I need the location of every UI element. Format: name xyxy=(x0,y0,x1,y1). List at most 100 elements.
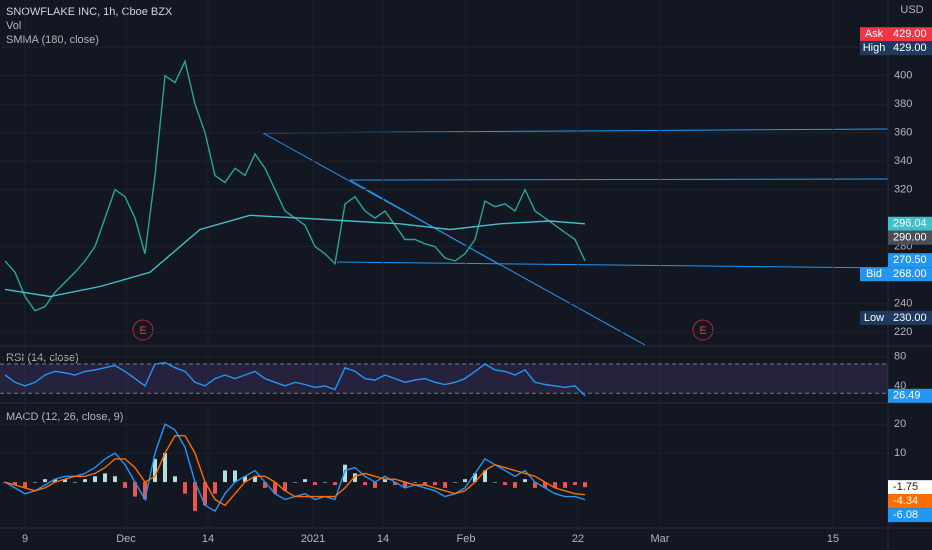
histogram-bar xyxy=(293,482,297,483)
trend-line xyxy=(349,179,501,266)
histogram-bar xyxy=(103,473,107,483)
histogram-bar xyxy=(503,482,507,485)
histogram-bar xyxy=(83,479,87,483)
price-pane: 220240280320340360380400420Ask429.00High… xyxy=(0,27,932,338)
histogram-bar xyxy=(363,482,367,485)
x-tick-label: 15 xyxy=(827,533,839,545)
histogram-bar xyxy=(453,482,457,483)
price-tag xyxy=(888,480,932,495)
histogram-bar xyxy=(433,482,437,485)
series-line xyxy=(4,361,586,397)
histogram-bar xyxy=(513,482,517,488)
histogram-bar xyxy=(353,473,357,483)
y-tick-label: 340 xyxy=(894,155,912,167)
histogram-bar xyxy=(233,470,237,483)
histogram-bar xyxy=(193,482,197,512)
histogram-bar xyxy=(203,482,207,506)
series-line xyxy=(4,214,586,298)
macd-pane: 20 10 -1.75 -4.34 -6.08 xyxy=(0,418,932,523)
price-tag xyxy=(888,41,932,56)
x-tick-label: 22 xyxy=(572,533,584,545)
histogram-bar xyxy=(493,482,497,483)
price-tag xyxy=(888,253,932,268)
price-tag xyxy=(888,310,932,325)
indicator-label: Vol xyxy=(6,20,21,32)
price-tag-label: 268.00 xyxy=(893,268,927,280)
histogram-bar xyxy=(333,482,337,485)
series-line xyxy=(4,435,586,507)
histogram-bar xyxy=(143,482,147,500)
histogram-bar xyxy=(23,482,27,488)
histogram-bar xyxy=(283,482,287,491)
tag-name-box xyxy=(860,310,888,325)
histogram-bar xyxy=(463,479,467,483)
price-tag xyxy=(888,508,932,523)
histogram-bar xyxy=(373,482,377,488)
histogram-bar xyxy=(33,482,37,483)
tag-name-box xyxy=(860,41,888,56)
histogram-bar xyxy=(533,482,537,488)
y-tick-label: 400 xyxy=(894,69,912,81)
y-tick-label: 80 xyxy=(894,351,906,363)
price-tag-label: 230.00 xyxy=(893,312,927,324)
histogram-bar xyxy=(43,479,47,483)
y-tick-label: 240 xyxy=(894,298,912,310)
histogram-bar xyxy=(273,482,277,494)
histogram-bar xyxy=(583,482,587,488)
histogram-bar xyxy=(163,453,167,483)
y-tick-label: 380 xyxy=(894,98,912,110)
events: E E xyxy=(132,319,714,341)
price-tag-label: -6.08 xyxy=(893,509,918,521)
tag-name: Bid xyxy=(866,268,882,280)
histogram-bar xyxy=(253,476,257,483)
price-tag-label: 290.00 xyxy=(893,232,927,244)
price-tag xyxy=(888,388,932,403)
histogram-bar xyxy=(63,479,67,483)
histogram-bar xyxy=(263,482,267,488)
histogram-bar xyxy=(213,482,217,494)
x-tick-label: Dec xyxy=(116,533,136,545)
indicator-label: SMMA (180, close) xyxy=(6,34,99,46)
y-tick-label: 320 xyxy=(894,184,912,196)
histogram-bar xyxy=(173,476,177,483)
tag-name: Ask xyxy=(865,28,884,40)
y-tick-label: 360 xyxy=(894,126,912,138)
x-tick-label: Mar xyxy=(651,533,670,545)
histogram-bar xyxy=(543,482,547,488)
histogram-bar xyxy=(343,464,347,483)
price-tag-label: 296.04 xyxy=(893,218,927,230)
histogram-bar xyxy=(383,479,387,483)
tag-name: High xyxy=(863,42,886,54)
price-tag xyxy=(888,494,932,509)
x-tick-label: 14 xyxy=(377,533,389,545)
histogram-bar xyxy=(303,479,307,483)
price-tag-label: 429.00 xyxy=(893,28,927,40)
histogram-bar xyxy=(183,482,187,494)
histogram-bar xyxy=(13,482,17,485)
tag-name-box xyxy=(860,27,888,42)
price-tag-label: -1.75 xyxy=(893,481,918,493)
price-tag-label: 429.00 xyxy=(893,42,927,54)
y-tick-label: 10 xyxy=(894,447,906,459)
histogram-bar xyxy=(93,476,97,483)
price-tag xyxy=(888,216,932,231)
event-marker xyxy=(132,319,154,341)
histogram-bar xyxy=(553,482,557,488)
price-tag-label: 270.50 xyxy=(893,254,927,266)
histogram-bar xyxy=(403,482,407,488)
histogram-bar xyxy=(323,482,327,483)
currency: USD xyxy=(900,4,923,16)
chart-title: SNOWFLAKE INC, 1h, Cboe BZX xyxy=(6,6,173,18)
indicator-label: RSI (14, close) xyxy=(6,352,79,364)
histogram-bar xyxy=(313,482,317,485)
histogram-bar xyxy=(243,476,247,483)
trend-line xyxy=(336,261,889,269)
trend-line xyxy=(349,178,889,181)
y-tick-label: 20 xyxy=(894,418,906,430)
histogram-bar xyxy=(393,482,397,485)
histogram-bar xyxy=(73,482,77,483)
x-tick-label: 14 xyxy=(202,533,214,545)
event-marker xyxy=(692,319,714,341)
